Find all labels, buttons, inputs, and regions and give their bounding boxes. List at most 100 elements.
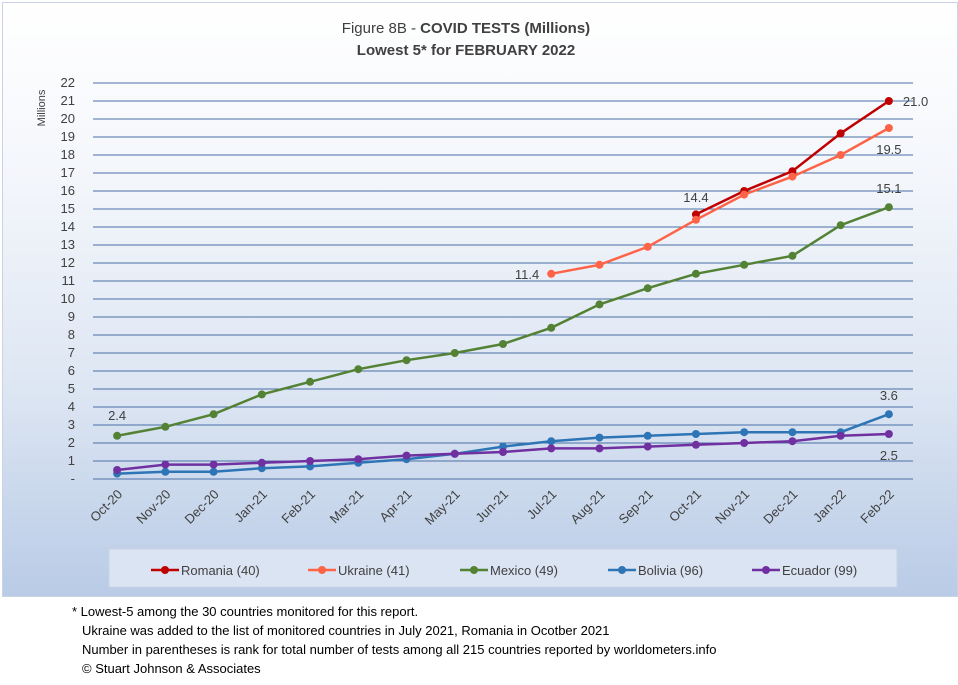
x-tick-label: Sep-21 bbox=[616, 487, 656, 527]
x-tick-label: Mar-21 bbox=[327, 487, 367, 527]
y-tick-label: 11 bbox=[62, 273, 76, 288]
legend-marker bbox=[161, 566, 169, 574]
footnote-line: Ukraine was added to the list of monitor… bbox=[82, 623, 610, 638]
data-point bbox=[691, 269, 700, 278]
data-point bbox=[209, 467, 218, 476]
data-point bbox=[450, 449, 459, 458]
data-point bbox=[306, 377, 315, 386]
y-tick-label: 5 bbox=[68, 381, 75, 396]
y-tick-label: 20 bbox=[61, 111, 75, 126]
x-tick-label: Nov-21 bbox=[712, 487, 752, 527]
x-tick-label: Feb-21 bbox=[278, 487, 318, 527]
data-point bbox=[354, 365, 363, 374]
y-tick-label: - bbox=[71, 471, 75, 486]
x-tick-label: Oct-21 bbox=[666, 487, 704, 525]
x-tick-label: Aug-21 bbox=[567, 487, 607, 527]
legend-marker bbox=[470, 566, 478, 574]
data-point bbox=[547, 437, 556, 446]
legend-label: Ecuador (99) bbox=[782, 563, 857, 578]
y-tick-label: 4 bbox=[68, 399, 75, 414]
x-tick-label: Jan-22 bbox=[810, 487, 849, 526]
y-tick-label: 1 bbox=[68, 453, 75, 468]
data-label: 2.5 bbox=[880, 448, 898, 463]
y-tick-label: 19 bbox=[61, 129, 75, 144]
data-label: 3.6 bbox=[880, 388, 898, 403]
data-label: 15.1 bbox=[876, 181, 901, 196]
y-tick-label: 12 bbox=[61, 255, 75, 270]
data-point bbox=[161, 467, 170, 476]
data-point bbox=[595, 444, 604, 453]
data-point bbox=[884, 430, 893, 438]
footnote-line: Number in parentheses is rank for total … bbox=[82, 642, 717, 657]
data-point bbox=[836, 129, 845, 138]
legend-items: Romania (40) Ukraine (41) Mexico (49) Boliv… bbox=[151, 563, 857, 578]
data-point bbox=[499, 340, 507, 348]
data-point bbox=[788, 428, 797, 437]
data-point bbox=[402, 451, 411, 460]
data-point bbox=[788, 172, 797, 181]
data-point bbox=[740, 190, 749, 199]
y-tick-label: 18 bbox=[61, 147, 75, 162]
x-tick-label: May-21 bbox=[422, 487, 463, 528]
y-axis-label: Millions bbox=[36, 89, 48, 126]
data-point bbox=[884, 410, 893, 419]
copyright-notice: © Stuart Johnson & Associates bbox=[82, 661, 261, 676]
legend-marker bbox=[762, 566, 770, 574]
y-tick-label: 7 bbox=[68, 345, 75, 360]
data-point bbox=[499, 448, 507, 456]
x-axis-ticks: Oct-20 Nov-20 Dec-20 Jan-21 Feb-21 Mar-21 Apr-… bbox=[87, 487, 897, 528]
data-label: 14.4 bbox=[683, 190, 708, 205]
data-point bbox=[257, 458, 266, 467]
data-point bbox=[209, 460, 218, 469]
data-point bbox=[113, 431, 122, 440]
data-point bbox=[643, 284, 652, 293]
data-point bbox=[643, 442, 652, 451]
x-tick-label: Nov-20 bbox=[133, 487, 173, 527]
data-point bbox=[691, 440, 700, 449]
footnote-line: * Lowest-5 among the 30 countries monito… bbox=[72, 604, 419, 619]
y-tick-label: 22 bbox=[61, 75, 75, 90]
data-point bbox=[836, 151, 845, 159]
data-point bbox=[113, 466, 122, 474]
data-point bbox=[740, 428, 749, 437]
data-point bbox=[643, 431, 652, 440]
data-label: 21.0 bbox=[903, 94, 928, 109]
data-point bbox=[547, 269, 556, 278]
data-point bbox=[788, 437, 797, 446]
data-point bbox=[595, 433, 604, 442]
series-line bbox=[550, 126, 890, 276]
y-tick-label: 8 bbox=[68, 327, 75, 342]
y-tick-label: 9 bbox=[68, 309, 75, 324]
y-tick-label: 13 bbox=[61, 237, 75, 252]
data-point bbox=[884, 124, 893, 132]
legend-label: Mexico (49) bbox=[490, 563, 558, 578]
series-group bbox=[113, 97, 893, 478]
data-point bbox=[691, 430, 700, 438]
data-point bbox=[595, 300, 604, 309]
data-point bbox=[884, 97, 893, 105]
data-point bbox=[547, 444, 556, 453]
data-point bbox=[740, 260, 749, 269]
legend-label: Romania (40) bbox=[181, 563, 260, 578]
data-point bbox=[547, 323, 556, 332]
y-tick-label: 2 bbox=[68, 435, 75, 450]
x-tick-label: Apr-21 bbox=[376, 487, 414, 525]
data-point bbox=[354, 455, 363, 464]
data-point bbox=[643, 242, 652, 251]
legend-label: Ukraine (41) bbox=[338, 563, 410, 578]
x-tick-label: Jul-21 bbox=[524, 487, 560, 523]
data-point bbox=[740, 439, 749, 447]
series-line bbox=[695, 99, 890, 216]
x-tick-label: Oct-20 bbox=[87, 487, 125, 525]
y-tick-label: 16 bbox=[61, 183, 75, 198]
series-line bbox=[116, 206, 890, 438]
chart-subtitle: Lowest 5* for FEBRUARY 2022 bbox=[357, 42, 575, 59]
y-tick-label: 3 bbox=[68, 417, 75, 432]
data-point bbox=[836, 221, 845, 230]
x-tick-label: Dec-20 bbox=[181, 487, 221, 527]
data-labels: 21.0 19.5 11.4 14.4 15.1 2.4 3.6 2.5 bbox=[108, 94, 928, 463]
data-label: 19.5 bbox=[876, 142, 901, 157]
chart-area: Figure 8B - COVID TESTS (Millions) Lowes… bbox=[2, 2, 958, 597]
x-tick-label: Feb-22 bbox=[857, 487, 897, 527]
